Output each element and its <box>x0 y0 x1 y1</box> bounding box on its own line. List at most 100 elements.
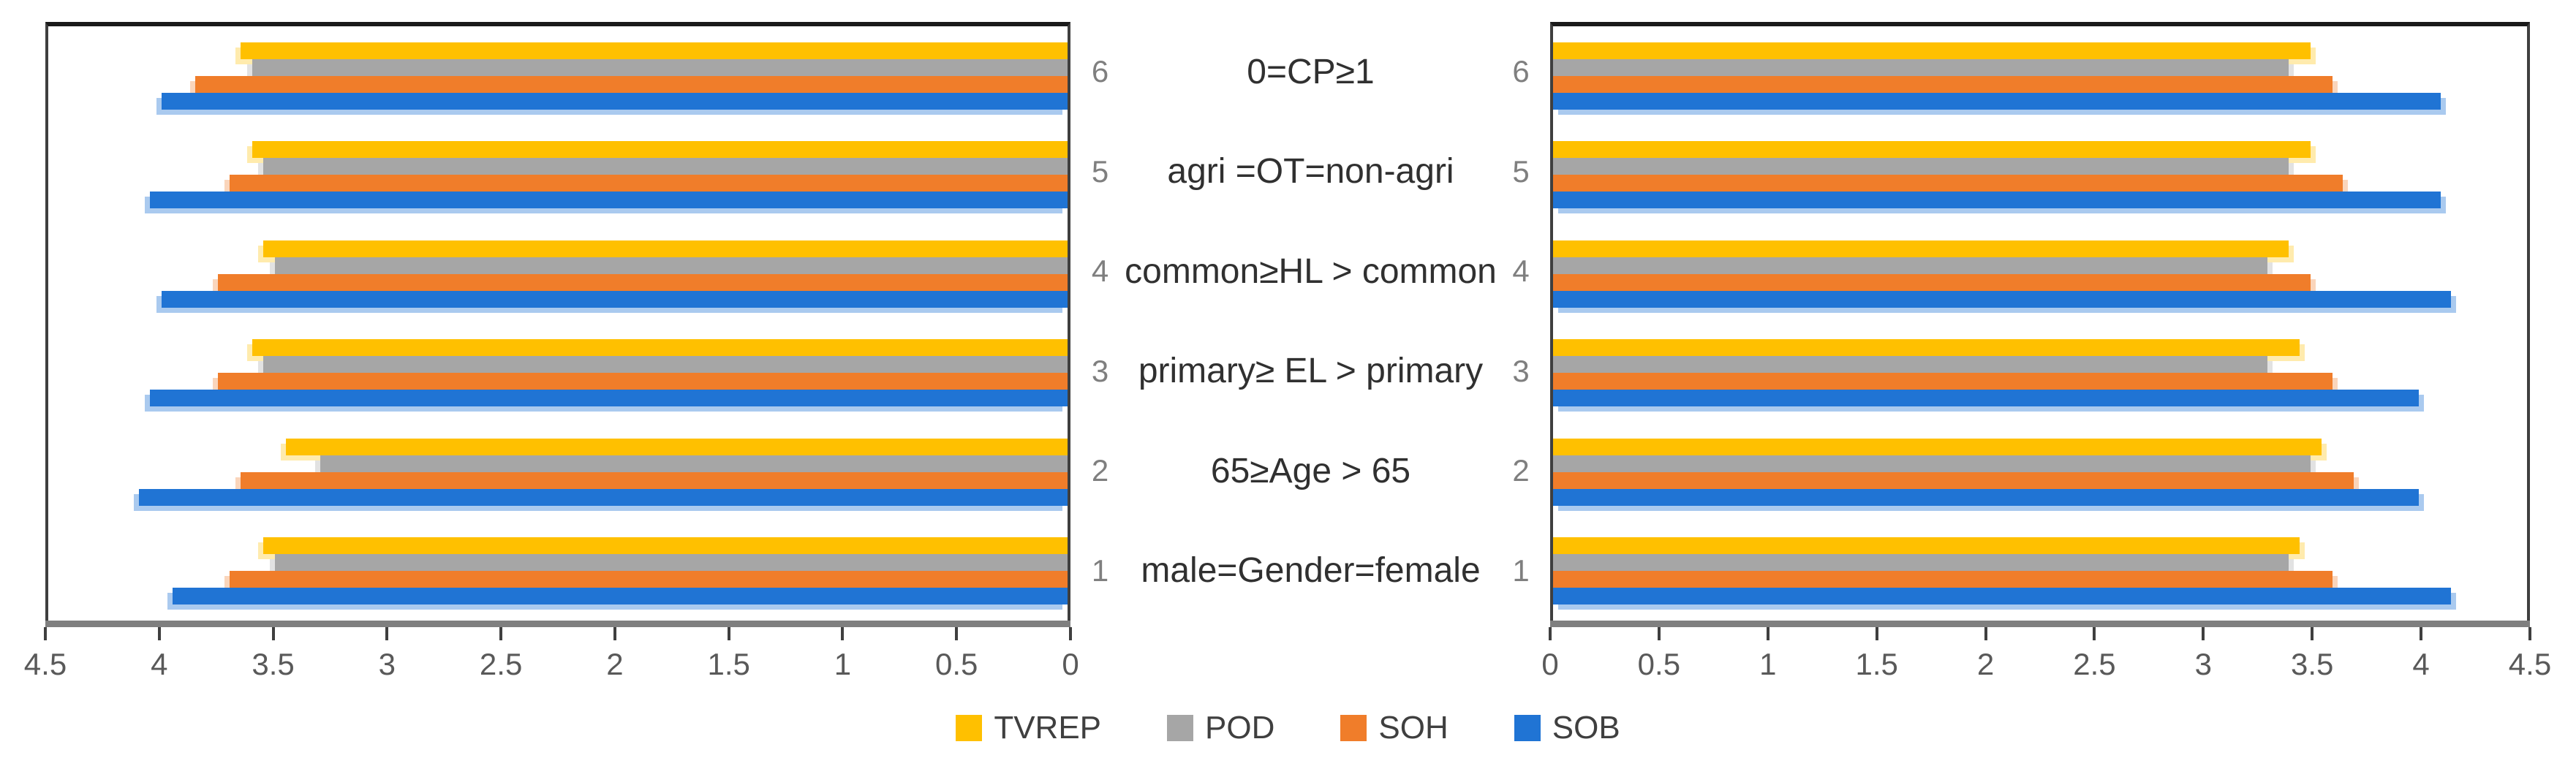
bar-pod-cat3 <box>263 356 1068 374</box>
bar-sob-cat1 <box>1553 588 2452 605</box>
bar-tvrep-cat3 <box>252 339 1068 357</box>
bar-slot <box>48 290 1068 308</box>
charts-row: 4.5 4 3.5 3 2.5 2 1.5 1 0.5 0 6 5 4 3 2 1 0=CP≥1 agri =… <box>0 22 2576 691</box>
legend-label-sob: SOB <box>1552 710 1620 746</box>
category-label-4: 4 <box>1091 254 1109 289</box>
axis-tick-mark <box>1984 627 1987 640</box>
bar-slot <box>48 571 1068 588</box>
bar-pod-cat6 <box>1553 58 2289 76</box>
left-category-group-4 <box>48 224 1068 324</box>
axis-tick-mark <box>841 627 845 640</box>
bar-slot <box>1553 455 2527 472</box>
bar-slot <box>48 339 1068 357</box>
left-category-group-2 <box>48 422 1068 522</box>
axis-tick-label: 2.5 <box>2073 647 2116 681</box>
legend-item-pod: POD <box>1167 710 1274 746</box>
bar-sob-cat3 <box>1553 390 2419 407</box>
legend-swatch-pod <box>1167 715 1194 741</box>
axis-tick-mark <box>2093 627 2096 640</box>
bar-slot <box>1553 488 2527 506</box>
category-label-4: 4 <box>1512 254 1530 289</box>
bar-slot <box>1553 537 2527 555</box>
bar-sob-cat6 <box>1553 92 2441 110</box>
axis-tick-mark <box>2311 627 2314 640</box>
legend-item-sob: SOB <box>1514 710 1620 746</box>
bar-slot <box>1553 141 2527 159</box>
bar-sob-cat5 <box>150 192 1068 209</box>
right-category-group-2 <box>1553 422 2527 522</box>
bar-sob-cat1 <box>173 588 1068 605</box>
right-category-group-6 <box>1553 26 2527 126</box>
bar-slot <box>48 273 1068 291</box>
axis-tick-label: 3 <box>2194 647 2213 681</box>
left-bar-chart: 4.5 4 3.5 3 2.5 2 1.5 1 0.5 0 <box>24 22 1079 691</box>
bar-slot <box>1553 290 2527 308</box>
bar-sob-cat4 <box>1553 290 2452 308</box>
axis-tick-mark <box>44 627 47 640</box>
bar-slot <box>48 471 1068 489</box>
right-category-group-1 <box>1553 522 2527 621</box>
axis-tick-label: 0 <box>1541 647 1559 681</box>
axis-tick-label: 1 <box>1759 647 1777 681</box>
category-label-1: 1 <box>1512 553 1530 588</box>
right-category-group-3 <box>1553 324 2527 423</box>
bar-slot <box>48 141 1068 159</box>
right-value-axis: 0 0.5 1 1.5 2 2.5 3 3.5 4 4.5 <box>1541 621 2551 691</box>
legend-swatch-soh <box>1340 715 1367 741</box>
axis-tick-label: 4 <box>2412 647 2430 681</box>
axis-tick-mark <box>2528 627 2531 640</box>
bar-soh-cat1 <box>229 571 1068 588</box>
bar-pod-cat1 <box>274 554 1068 572</box>
bar-pod-cat4 <box>274 257 1068 274</box>
bar-pod-cat2 <box>1553 455 2311 472</box>
bar-slot <box>48 58 1068 76</box>
category-label-5: 5 <box>1091 153 1109 189</box>
bar-slot <box>1553 571 2527 588</box>
axis-tick-mark <box>499 627 503 640</box>
axis-tick-label: 4 <box>151 647 168 681</box>
axis-tick-label: 0 <box>1062 647 1079 681</box>
bar-sob-cat4 <box>161 290 1068 308</box>
bar-slot <box>48 588 1068 605</box>
bar-slot <box>48 356 1068 374</box>
bar-slot <box>1553 373 2527 390</box>
axis-tick-label: 1.5 <box>1855 647 1898 681</box>
bar-slot <box>1553 273 2527 291</box>
bar-sob-cat2 <box>138 488 1068 506</box>
bar-pod-cat5 <box>1553 158 2289 175</box>
axis-tick-mark <box>613 627 616 640</box>
bar-slot <box>1553 390 2527 407</box>
bar-tvrep-cat6 <box>241 42 1068 59</box>
bar-slot <box>48 240 1068 257</box>
right-bar-chart: 0 0.5 1 1.5 2 2.5 3 3.5 4 4.5 <box>1541 22 2551 691</box>
bar-soh-cat6 <box>1553 75 2333 93</box>
bar-slot <box>1553 75 2527 93</box>
right-category-axis: 6 5 4 3 2 1 <box>1492 22 1550 691</box>
row-label-6: 0=CP≥1 <box>1247 52 1375 91</box>
axis-tick-label: 3 <box>378 647 396 681</box>
bar-tvrep-cat2 <box>1553 438 2322 455</box>
category-label-6: 6 <box>1091 54 1109 89</box>
bar-slot <box>48 42 1068 59</box>
bar-pod-cat4 <box>1553 257 2267 274</box>
bar-slot <box>48 75 1068 93</box>
bar-slot <box>1553 175 2527 192</box>
axis-tick-label: 0.5 <box>935 647 978 681</box>
legend-swatch-sob <box>1514 715 1541 741</box>
bar-tvrep-cat4 <box>1553 240 2289 257</box>
bar-slot <box>48 92 1068 110</box>
axis-tick-mark <box>2420 627 2423 640</box>
bar-slot <box>1553 438 2527 455</box>
axis-tick-label: 2 <box>1976 647 1995 681</box>
bar-soh-cat6 <box>195 75 1068 93</box>
left-category-group-6 <box>48 26 1068 126</box>
axis-tick-label: 4.5 <box>2508 647 2552 681</box>
bar-pod-cat5 <box>263 158 1068 175</box>
bar-slot <box>48 175 1068 192</box>
bar-soh-cat3 <box>1553 373 2333 390</box>
bar-slot <box>1553 42 2527 59</box>
bar-slot <box>48 488 1068 506</box>
bar-slot <box>1553 356 2527 374</box>
bar-slot <box>48 438 1068 455</box>
